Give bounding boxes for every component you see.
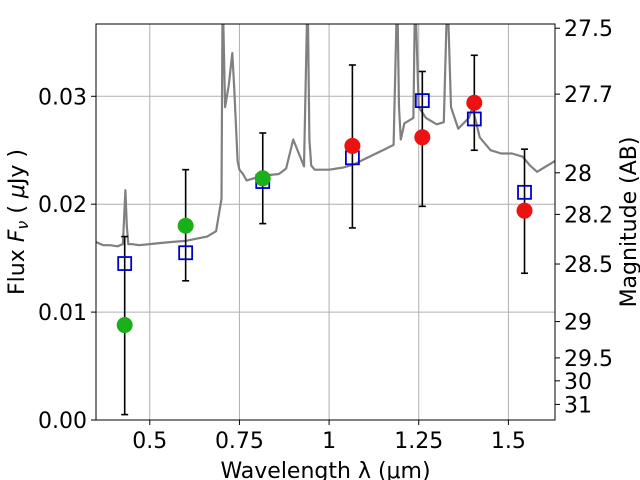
right-tick-label: 28.2 xyxy=(564,203,613,228)
spectrum-line xyxy=(96,24,555,248)
data-point-red xyxy=(466,94,483,111)
y-axis-label-part: Jy ) xyxy=(5,149,30,186)
y-tick-label: 0.00 xyxy=(38,409,87,434)
y-axis-label: Flux Fν ( μJy ) xyxy=(5,149,32,295)
data-point-red xyxy=(516,202,533,219)
y-tick-label: 0.03 xyxy=(38,85,87,110)
right-tick-label: 31 xyxy=(564,393,592,418)
y-axis-label-mu: μ xyxy=(5,184,30,199)
model-point-square xyxy=(117,256,133,271)
y-axis-label-part: Flux xyxy=(5,242,30,295)
data-point-red xyxy=(414,129,431,146)
model-point-square xyxy=(517,184,532,200)
y-axis-label-subscript: ν xyxy=(13,221,32,230)
y-axis-ticks: 0.00 0.01 0.02 0.03 xyxy=(38,85,96,434)
data-point-green xyxy=(177,217,194,234)
plot-frame xyxy=(95,23,556,421)
x-tick-label: 0.75 xyxy=(215,429,264,454)
errorbar-layer xyxy=(121,54,529,416)
x-axis-label: Wavelength λ (μm) xyxy=(220,459,430,480)
model-point-square xyxy=(466,111,482,127)
right-tick-label: 28.5 xyxy=(564,253,613,278)
marker-layer xyxy=(116,93,533,334)
y-tick-label: 0.01 xyxy=(38,301,87,326)
data-point-red xyxy=(344,137,361,154)
y-axis-label-symbol: F xyxy=(5,229,30,242)
x-tick-label: 1.25 xyxy=(394,429,443,454)
x-tick-label: 0.5 xyxy=(132,429,167,454)
y-axis-label-part: ( xyxy=(5,198,30,221)
model-point-square xyxy=(414,93,430,109)
x-tick-label: 1 xyxy=(322,429,336,454)
model-point-square xyxy=(178,245,194,261)
right-tick-label: 29 xyxy=(564,311,592,336)
data-point-green xyxy=(116,317,133,334)
y-tick-label: 0.02 xyxy=(38,193,87,218)
right-tick-label: 27.5 xyxy=(564,17,613,42)
x-tick-label: 1.5 xyxy=(491,429,526,454)
right-tick-label: 30 xyxy=(564,370,592,395)
right-axis-label: Magnitude (AB) xyxy=(617,137,640,308)
grid-lines xyxy=(96,24,555,421)
right-tick-label: 28 xyxy=(564,162,592,187)
spectrum-layer xyxy=(96,24,555,248)
x-axis-ticks: 0.5 0.75 1 1.25 1.5 xyxy=(132,420,526,454)
data-point-green xyxy=(254,170,271,187)
right-tick-label: 29.5 xyxy=(564,347,613,372)
right-tick-label: 27.7 xyxy=(564,83,613,108)
